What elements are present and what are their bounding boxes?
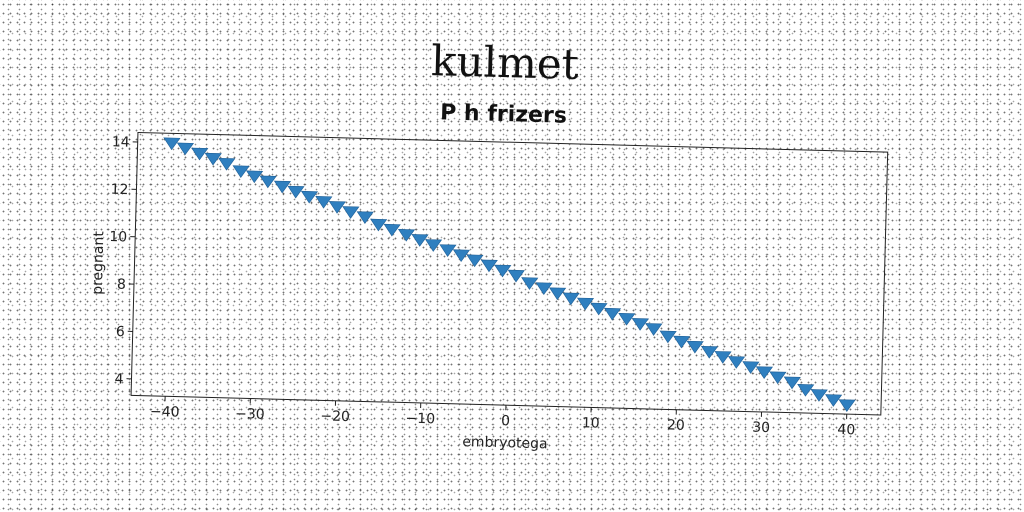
data-point	[494, 264, 512, 278]
data-point	[480, 259, 498, 273]
data-point	[576, 297, 595, 311]
data-point	[204, 152, 222, 166]
data-point	[686, 340, 704, 354]
data-point	[259, 175, 277, 189]
data-point	[300, 190, 319, 204]
data-point	[797, 384, 815, 397]
data-point	[466, 254, 484, 268]
data-point	[342, 206, 360, 219]
y-axis-label: pregnant	[90, 230, 108, 295]
data-point	[755, 366, 773, 380]
data-point	[191, 147, 209, 161]
data-point	[714, 351, 732, 364]
data-point	[783, 376, 801, 390]
data-point	[163, 137, 181, 151]
data-point	[521, 277, 539, 290]
chart-figure: kulmet P h frizers −40 −30 −20 −10 0 10 20 30 40…	[84, 19, 915, 480]
data-point	[397, 228, 416, 242]
y-tick-label: 14	[112, 134, 130, 150]
data-point	[810, 389, 828, 402]
data-point	[645, 323, 663, 336]
y-tick-label: 12	[110, 182, 128, 198]
data-point	[700, 345, 719, 359]
data-point	[631, 318, 649, 331]
data-point	[246, 170, 264, 184]
data-point	[232, 165, 250, 179]
data-point	[424, 239, 443, 252]
data-point	[590, 302, 608, 316]
data-point	[618, 312, 636, 326]
data-point	[315, 196, 333, 209]
y-tick-label: 10	[109, 229, 127, 245]
data-point	[727, 356, 746, 369]
x-tick-label: −10	[405, 411, 435, 428]
data-point	[838, 399, 856, 412]
x-tick-label: 0	[501, 413, 510, 429]
x-tick-label: −30	[235, 406, 265, 423]
data-point	[370, 218, 388, 232]
x-tick-label: 20	[667, 417, 685, 433]
x-tick-label: 40	[837, 422, 855, 438]
x-tick-label: −20	[320, 408, 350, 425]
data-point	[439, 244, 457, 257]
data-point	[673, 335, 691, 349]
data-point	[287, 185, 305, 199]
data-point	[176, 142, 194, 156]
y-tick-label: 8	[117, 277, 126, 293]
data-point	[356, 211, 374, 224]
data-point	[769, 371, 787, 385]
data-point	[452, 249, 470, 263]
y-tick-label: 4	[114, 371, 123, 387]
y-tick-label: 6	[116, 324, 125, 340]
data-point	[273, 180, 292, 194]
plot-area: −40 −30 −20 −10 0 10 20 30 40 4 6 8 10 12 14 embryotega…	[90, 131, 889, 452]
data-point	[535, 282, 553, 296]
data-point	[507, 269, 525, 283]
x-axis-label: embryotega	[462, 434, 548, 452]
data-point	[659, 330, 677, 344]
x-tick-label: 10	[582, 415, 600, 431]
data-point	[603, 307, 622, 321]
data-point	[742, 361, 760, 374]
data-point	[328, 201, 346, 214]
data-point	[549, 287, 567, 301]
data-point	[411, 234, 429, 247]
x-tick-label: −40	[150, 404, 180, 421]
x-tick-label: 30	[752, 420, 770, 436]
data-point	[218, 157, 236, 171]
data-point	[562, 292, 580, 306]
data-point	[383, 223, 401, 237]
data-point	[825, 394, 843, 407]
